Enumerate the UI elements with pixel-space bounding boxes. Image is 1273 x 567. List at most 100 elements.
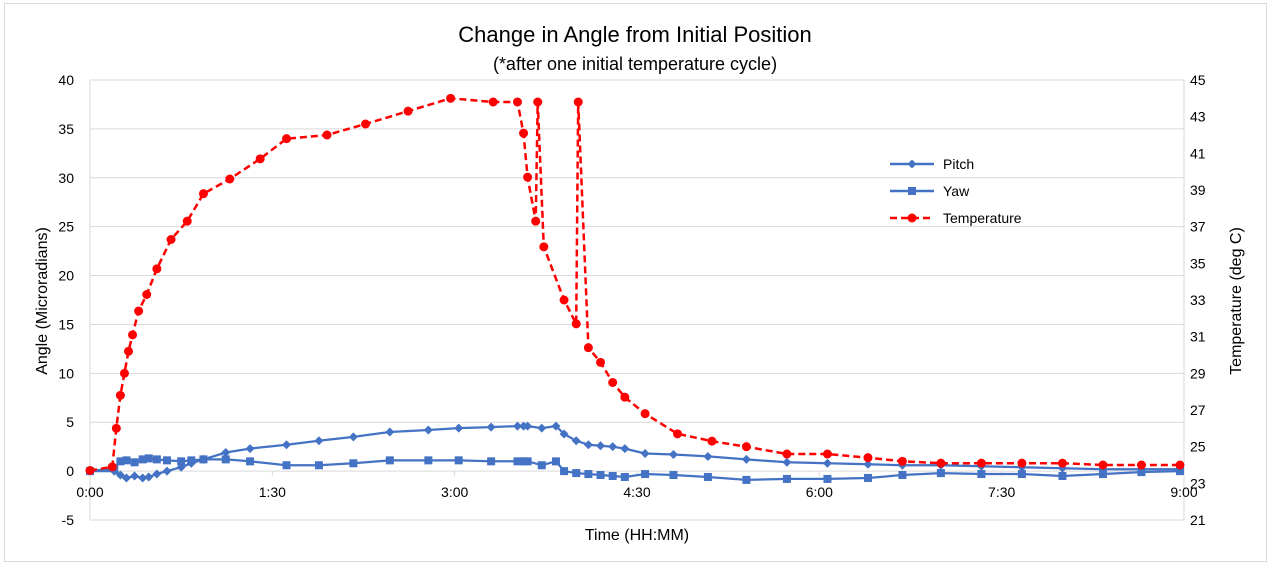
yaw-point: [537, 461, 546, 470]
temperature-point: [403, 106, 413, 116]
y2-tick-label: 29: [1190, 365, 1206, 381]
temperature-point: [182, 216, 192, 226]
temperature-point: [123, 346, 133, 356]
gridlines: [90, 79, 1184, 521]
yaw-point: [863, 473, 872, 482]
temperature-point: [1057, 458, 1067, 468]
yaw-point: [572, 469, 581, 478]
temperature-point: [119, 368, 129, 378]
y-tick-label: -5: [62, 512, 75, 528]
yaw-point: [519, 457, 528, 466]
temperature-series-line: [89, 97, 1180, 472]
pitch-point: [668, 449, 678, 459]
temperature-point: [1017, 458, 1027, 468]
yaw-point: [349, 459, 358, 468]
temperature-point: [255, 154, 265, 164]
yaw-point: [177, 457, 186, 466]
yaw-point: [221, 455, 230, 464]
temperature-point: [583, 343, 593, 353]
yaw-point: [152, 455, 161, 464]
temperature-point: [1175, 460, 1185, 470]
temperature-point: [1098, 460, 1108, 470]
pitch-point: [138, 473, 148, 483]
x-tick-label: 0:00: [76, 484, 103, 500]
pitch-point: [152, 469, 162, 479]
x-tick-label: 3:00: [441, 484, 468, 500]
y-tick-label: 5: [66, 414, 74, 430]
y2-tick-label: 33: [1190, 292, 1206, 308]
y2-tick-label: 37: [1190, 219, 1206, 235]
x-tick-label: 4:30: [623, 484, 650, 500]
x-tick-label: 7:30: [988, 484, 1015, 500]
y2-tick-label: 35: [1190, 255, 1206, 271]
temperature-point: [608, 378, 618, 387]
yaw-point: [898, 471, 907, 480]
yaw-point: [138, 455, 147, 464]
x-tick-label: 1:30: [259, 484, 286, 500]
pitch-point: [741, 454, 751, 464]
temperature-point: [863, 453, 873, 463]
yaw-point: [977, 470, 986, 479]
y2-tick-label: 25: [1190, 439, 1206, 455]
yaw-point: [1175, 467, 1184, 476]
pitch-point: [282, 440, 292, 450]
temperature-point: [142, 290, 152, 299]
yaw-point: [669, 471, 678, 480]
yaw-point: [608, 472, 617, 480]
y-tick-label: 25: [58, 219, 74, 235]
pitch-point: [348, 432, 358, 442]
pitch-point: [130, 471, 140, 481]
temperature-point: [707, 436, 717, 446]
series-layer: [85, 93, 1185, 484]
chart-subtitle: (*after one initial temperature cycle): [493, 54, 777, 74]
y-tick-label: 30: [58, 170, 74, 186]
yaw-point: [523, 457, 532, 466]
temperature-point: [115, 390, 125, 400]
temperature-point: [976, 458, 986, 468]
yaw-point: [703, 472, 712, 481]
y-tick-label: 35: [58, 121, 74, 137]
pitch-point: [596, 441, 606, 451]
pitch-point: [583, 440, 593, 450]
pitch-point: [423, 425, 433, 435]
y-tick-label: 40: [58, 72, 74, 88]
pitch-point: [144, 472, 154, 482]
yaw-point: [199, 455, 208, 464]
pitch-point: [551, 421, 561, 431]
legend-pitch-label: Pitch: [943, 156, 974, 172]
pitch-point: [640, 449, 650, 459]
yaw-point: [596, 471, 605, 480]
pitch-point: [245, 444, 255, 454]
yaw-point: [742, 475, 751, 484]
yaw-point: [246, 457, 255, 466]
legend-temperature-label: Temperature: [943, 210, 1022, 226]
yaw-point: [162, 456, 171, 465]
pitch-point: [221, 448, 231, 458]
x-tick-label: 6:00: [806, 484, 833, 500]
temperature-point: [571, 319, 581, 329]
yaw-point: [122, 456, 131, 465]
pitch-point: [537, 423, 547, 433]
temperature-point: [596, 357, 606, 367]
pitch-point: [512, 421, 522, 431]
temperature-point: [85, 466, 95, 475]
yaw-point: [130, 458, 139, 467]
y-tick-label: 0: [66, 463, 74, 479]
temperature-point: [620, 392, 630, 402]
pitch-series-line: [90, 424, 1180, 480]
temperature-point: [539, 242, 549, 252]
yaw-point: [551, 457, 560, 466]
temperature-point: [166, 235, 176, 244]
temperature-point: [128, 330, 138, 340]
temperature-point: [322, 130, 332, 140]
yaw-point: [782, 474, 791, 483]
y2-tick-label: 39: [1190, 182, 1206, 198]
temperature-point: [519, 128, 529, 138]
yaw-point: [487, 457, 496, 466]
temperature-point: [782, 449, 792, 459]
temperature-point: [897, 456, 907, 466]
pitch-point: [571, 436, 581, 446]
y2-tick-label: 31: [1190, 329, 1206, 345]
yaw-point: [1058, 472, 1067, 480]
